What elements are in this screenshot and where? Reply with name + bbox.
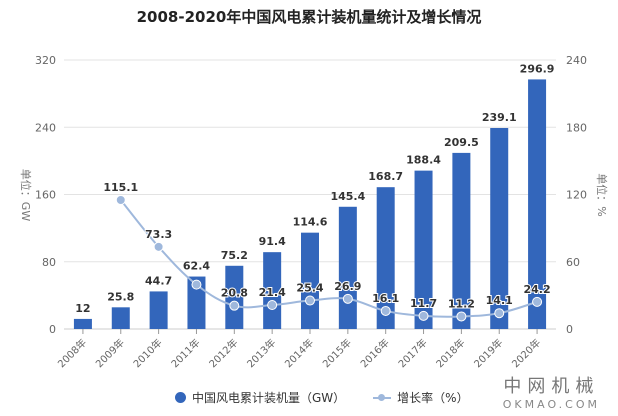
x-axis-label: 2017年	[395, 336, 429, 370]
right-axis-tick: 60	[566, 256, 580, 269]
x-axis-label: 2016年	[358, 336, 392, 370]
legend-item-capacity[interactable]: 中国风电累计装机量（GW）	[175, 389, 345, 406]
x-axis-label: 2008年	[55, 336, 89, 370]
growth-point-marker	[532, 296, 543, 307]
x-axis-label: 2015年	[320, 336, 354, 370]
growth-point-marker	[494, 308, 505, 319]
growth-point-marker	[456, 311, 467, 322]
bar	[414, 170, 433, 329]
growth-point-marker	[191, 279, 202, 290]
x-axis-label: 2011年	[168, 336, 202, 370]
bar	[73, 318, 92, 329]
bar-value-label: 209.5	[444, 136, 479, 149]
bar	[338, 206, 357, 329]
bar	[225, 265, 244, 329]
bar-value-label: 168.7	[368, 170, 403, 183]
growth-point-marker	[342, 293, 353, 304]
left-axis-tick: 320	[35, 54, 56, 67]
x-axis-label: 2013年	[244, 336, 278, 370]
x-axis-label: 2019年	[471, 336, 505, 370]
growth-point-marker	[305, 295, 315, 306]
right-axis-tick: 240	[566, 54, 587, 67]
growth-value-label: 11.2	[448, 297, 475, 310]
growth-value-label: 25.4	[296, 282, 323, 295]
growth-value-label: 16.1	[372, 292, 399, 305]
x-axis-label: 2014年	[282, 336, 316, 370]
bar	[187, 276, 206, 329]
brand-watermark: 中网机械 OKMAO.COM	[503, 372, 600, 411]
bar	[263, 252, 282, 329]
bar-value-label: 12	[75, 302, 90, 315]
left-axis-tick: 240	[35, 121, 56, 134]
bar-value-label: 296.9	[520, 62, 555, 75]
x-axis-label: 2009年	[93, 336, 127, 370]
legend-label-growth: 增长率（%）	[397, 391, 469, 405]
growth-point-marker	[380, 305, 391, 316]
growth-point-marker	[115, 194, 126, 205]
left-axis-label: 单位：GW	[19, 169, 33, 222]
bar-value-label: 91.4	[259, 235, 286, 248]
bar-value-label: 114.6	[293, 216, 328, 229]
growth-value-label: 21.4	[259, 286, 286, 299]
bar-series-marker-icon	[175, 392, 186, 403]
brand-cn: 中网机械	[503, 376, 600, 397]
growth-point-marker	[229, 300, 240, 311]
brand-en: OKMAO.COM	[502, 398, 600, 411]
bar-value-label: 75.2	[221, 249, 248, 262]
growth-value-label: 11.7	[410, 297, 437, 310]
growth-point-marker	[153, 241, 164, 252]
bar	[452, 152, 471, 329]
bar	[149, 291, 168, 329]
legend: 中国风电累计装机量（GW） 增长率（%）	[175, 389, 489, 406]
left-axis-tick: 160	[35, 189, 56, 202]
left-axis-tick: 80	[42, 256, 56, 269]
right-axis-tick: 0	[566, 323, 573, 336]
right-axis-label: 单位：%	[595, 173, 609, 216]
legend-item-growth[interactable]: 增长率（%）	[373, 389, 469, 406]
bar-value-label: 44.7	[145, 274, 172, 287]
bar-value-label: 145.4	[330, 190, 365, 203]
growth-value-label: 115.1	[103, 181, 138, 194]
bar-value-label: 25.8	[107, 290, 134, 303]
bar-value-label: 188.4	[406, 154, 441, 167]
line-series-marker-icon	[373, 392, 392, 403]
growth-point-marker	[418, 310, 429, 321]
chart-title: 2008-2020年中国风电累计装机量统计及增长情况	[136, 8, 482, 26]
bar	[301, 232, 319, 329]
bar	[376, 187, 395, 329]
right-axis-tick: 180	[566, 121, 587, 134]
bar	[490, 128, 509, 329]
growth-value-label: 73.3	[145, 228, 172, 241]
bar	[528, 79, 547, 330]
x-axis-label: 2010年	[130, 336, 164, 370]
growth-value-label: 14.1	[486, 294, 513, 307]
bar-value-label: 62.4	[183, 260, 210, 273]
bar-value-label: 239.1	[482, 111, 517, 124]
left-axis-tick: 0	[49, 323, 56, 336]
growth-value-label: 20.8	[221, 287, 248, 300]
growth-value-label: 26.9	[334, 280, 361, 293]
right-axis-tick: 120	[566, 189, 587, 202]
x-axis-label: 2012年	[206, 336, 240, 370]
bar	[111, 307, 130, 329]
x-axis-label: 2020年	[509, 336, 543, 370]
x-axis-label: 2018年	[433, 336, 467, 370]
growth-point-marker	[267, 300, 278, 311]
growth-value-label: 24.2	[524, 283, 551, 296]
legend-label-capacity: 中国风电累计装机量（GW）	[192, 391, 346, 405]
